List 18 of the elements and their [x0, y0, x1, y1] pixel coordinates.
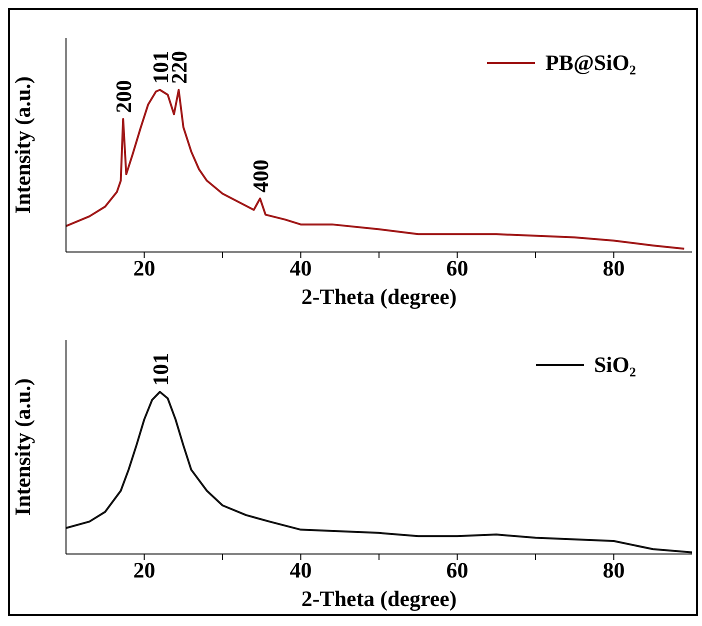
x-axis-title: 2-Theta (degree)	[301, 586, 457, 611]
y-axis-title: Intensity (a.u.)	[10, 76, 35, 214]
legend-label: PB@SiO₂	[545, 50, 636, 76]
x-tick-label: 40	[290, 558, 312, 583]
annotation: 400	[248, 160, 274, 192]
x-tick-label: 80	[602, 558, 625, 583]
annotation: 101	[148, 352, 173, 386]
annotation: 200	[111, 80, 136, 114]
legend-label: SiO₂	[594, 352, 636, 378]
annotation: 101	[148, 50, 173, 84]
x-tick-label: 40	[290, 256, 312, 281]
x-tick-label: 20	[133, 558, 156, 583]
x-axis-title: 2-Theta (degree)	[301, 284, 457, 309]
y-axis-title: Intensity (a.u.)	[10, 378, 35, 516]
x-tick-label: 20	[133, 256, 156, 281]
x-tick-label: 60	[446, 558, 468, 583]
x-tick-label: 80	[602, 256, 625, 281]
x-tick-label: 60	[446, 256, 468, 281]
